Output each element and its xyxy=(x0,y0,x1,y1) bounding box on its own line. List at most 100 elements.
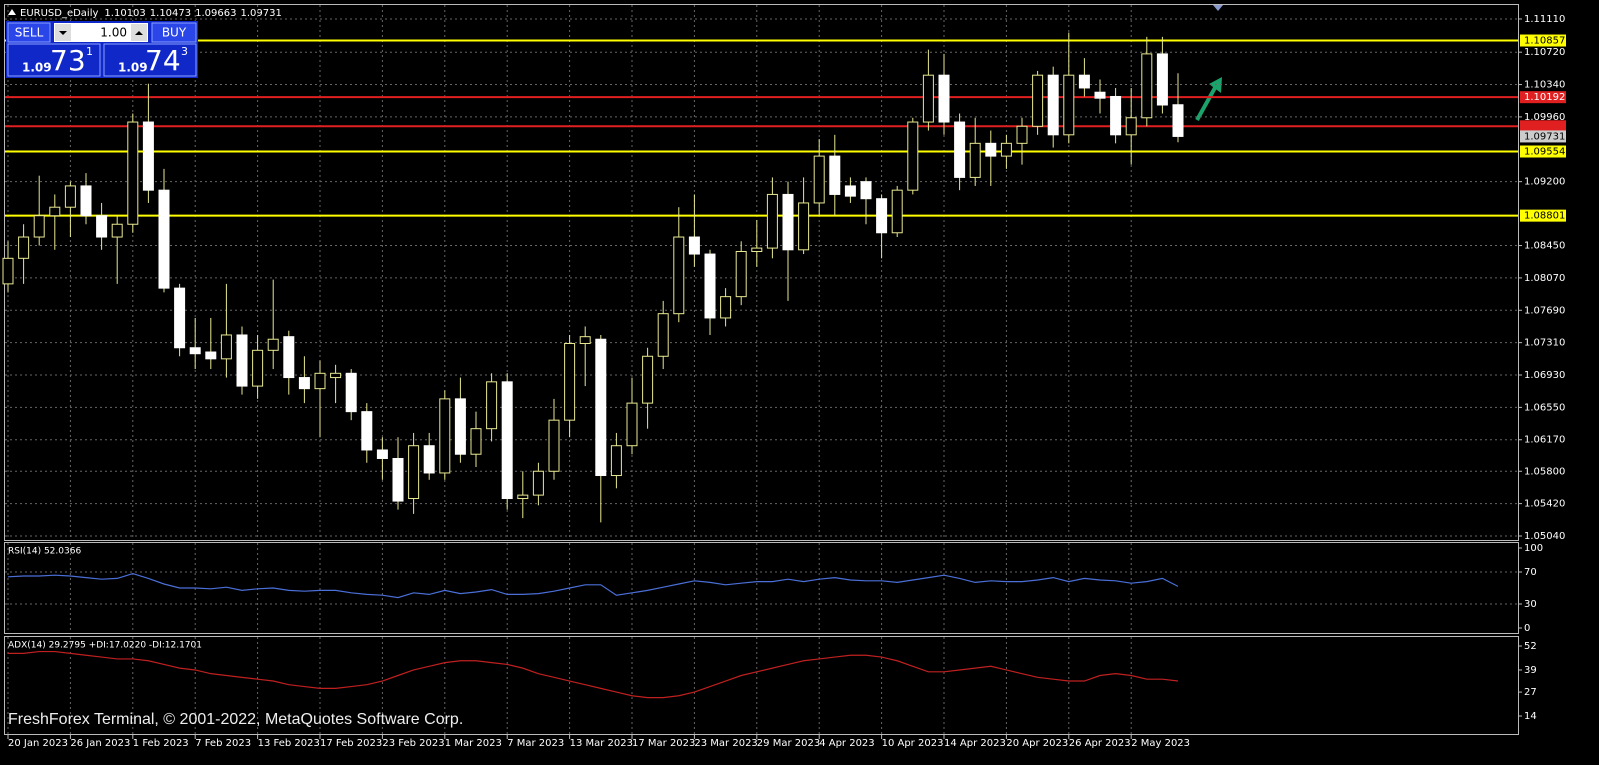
candle-body xyxy=(657,313,669,357)
candle-body xyxy=(127,121,139,225)
candle-body xyxy=(564,342,576,421)
candle-body xyxy=(439,398,451,474)
candle-body xyxy=(704,253,716,319)
candle-body xyxy=(2,257,14,285)
candle-body xyxy=(174,287,186,349)
x-tick-label: 7 Feb 2023 xyxy=(195,738,251,749)
ask-big: 1.09 xyxy=(118,61,148,75)
x-tick-label: 26 Apr 2023 xyxy=(1069,738,1131,749)
candle-body xyxy=(1110,95,1122,136)
level-label: 1.09554 xyxy=(1524,147,1565,158)
candle-body xyxy=(595,338,607,477)
level-label-bg xyxy=(1520,120,1566,133)
candle-body xyxy=(1032,74,1044,127)
candle-body xyxy=(922,74,934,123)
candle-body xyxy=(252,349,264,387)
indicator-line xyxy=(8,650,1179,699)
candle-body xyxy=(891,189,903,234)
candle-body xyxy=(189,347,201,355)
y-tick-label: 1.05800 xyxy=(1524,466,1565,477)
x-tick-label: 1 Feb 2023 xyxy=(133,738,189,749)
candle-body xyxy=(314,372,326,390)
y-tick-label: 100 xyxy=(1524,543,1543,554)
candle-body xyxy=(1078,74,1090,89)
candle-body xyxy=(844,185,856,197)
candle-body xyxy=(423,445,435,474)
candle-body xyxy=(766,193,778,249)
candle-body xyxy=(907,121,919,191)
candle-body xyxy=(64,185,76,208)
candle-body xyxy=(860,181,872,200)
candle-body xyxy=(969,142,981,178)
x-tick-label: 14 Apr 2023 xyxy=(944,738,1006,749)
lot-value[interactable]: 1.00 xyxy=(100,26,127,40)
candle-body xyxy=(96,215,108,238)
candle-body xyxy=(1125,117,1137,136)
candle-body xyxy=(673,236,685,315)
rsi-pane-frame xyxy=(4,542,1519,634)
candle-body xyxy=(1000,142,1012,157)
y-tick-label: 27 xyxy=(1524,687,1537,698)
x-tick-label: 10 Apr 2023 xyxy=(882,738,944,749)
candle-body xyxy=(1094,91,1106,99)
candle-body xyxy=(361,411,373,451)
candle-body xyxy=(1016,125,1028,144)
y-tick-label: 1.07690 xyxy=(1524,305,1565,316)
symbol-info: EURUSD_eDaily 1.10103 1.10473 1.09663 1.0973… xyxy=(20,8,282,19)
ask-frac: 3 xyxy=(181,45,188,58)
bid-pips: 73 xyxy=(50,44,86,77)
shift-marker[interactable] xyxy=(1213,5,1223,11)
candle-body xyxy=(1063,74,1075,136)
lot-input[interactable] xyxy=(54,23,148,42)
bid-box[interactable] xyxy=(7,43,101,77)
symbol-icon xyxy=(8,9,16,15)
y-tick-label: 1.09960 xyxy=(1524,112,1565,123)
ask-box[interactable] xyxy=(103,43,197,77)
x-tick-label: 23 Feb 2023 xyxy=(382,738,444,749)
level-label: 1.08801 xyxy=(1524,211,1565,222)
x-tick-label: 13 Mar 2023 xyxy=(570,738,633,749)
x-tick-label: 29 Mar 2023 xyxy=(757,738,820,749)
indicator-title: ADX(14) 29.2795 +DI:17.0220 -DI:12.1701 xyxy=(8,641,202,651)
lot-up-icon xyxy=(135,31,143,35)
candle-body xyxy=(298,377,310,390)
sell-button[interactable] xyxy=(7,22,51,43)
candle-body xyxy=(798,202,810,251)
level-label: 1.10857 xyxy=(1524,36,1565,47)
x-tick-label: 17 Mar 2023 xyxy=(632,738,695,749)
y-tick-label: 39 xyxy=(1524,665,1537,676)
candle-body xyxy=(205,351,217,360)
sell-label[interactable]: SELL xyxy=(15,26,44,40)
y-tick-label: 70 xyxy=(1524,567,1537,578)
y-tick-label: 1.10340 xyxy=(1524,80,1565,91)
level-label-bg xyxy=(1520,145,1566,158)
candle-body xyxy=(111,223,123,238)
buy-label[interactable]: BUY xyxy=(162,26,187,40)
y-tick-label: 1.08450 xyxy=(1524,241,1565,252)
ask-pips: 74 xyxy=(145,44,181,77)
candle-body xyxy=(1172,104,1184,137)
candle-body xyxy=(408,445,420,500)
candle-body xyxy=(1047,74,1059,136)
current-price-label: 1.09731 xyxy=(1524,131,1565,142)
watermark: FreshForex Terminal, © 2001-2022, MetaQu… xyxy=(8,711,463,728)
close: 1.09731 xyxy=(241,8,282,19)
candle-body xyxy=(330,372,342,379)
candle-body xyxy=(688,236,700,255)
candle-body xyxy=(532,470,544,496)
buy-button[interactable] xyxy=(151,22,197,43)
adx-pane-frame xyxy=(4,636,1519,735)
x-tick-label: 7 Mar 2023 xyxy=(507,738,564,749)
candle-body xyxy=(954,121,966,178)
level-label-bg xyxy=(1520,34,1566,47)
candle-body xyxy=(1141,53,1153,119)
candle-body xyxy=(80,185,92,217)
candle-body xyxy=(267,338,279,351)
candle-body xyxy=(829,155,841,195)
open: 1.10103 xyxy=(104,8,145,19)
indicator-title: RSI(14) 52.0366 xyxy=(8,547,81,557)
candle-body xyxy=(283,336,295,379)
current-price-bg xyxy=(1520,130,1566,143)
